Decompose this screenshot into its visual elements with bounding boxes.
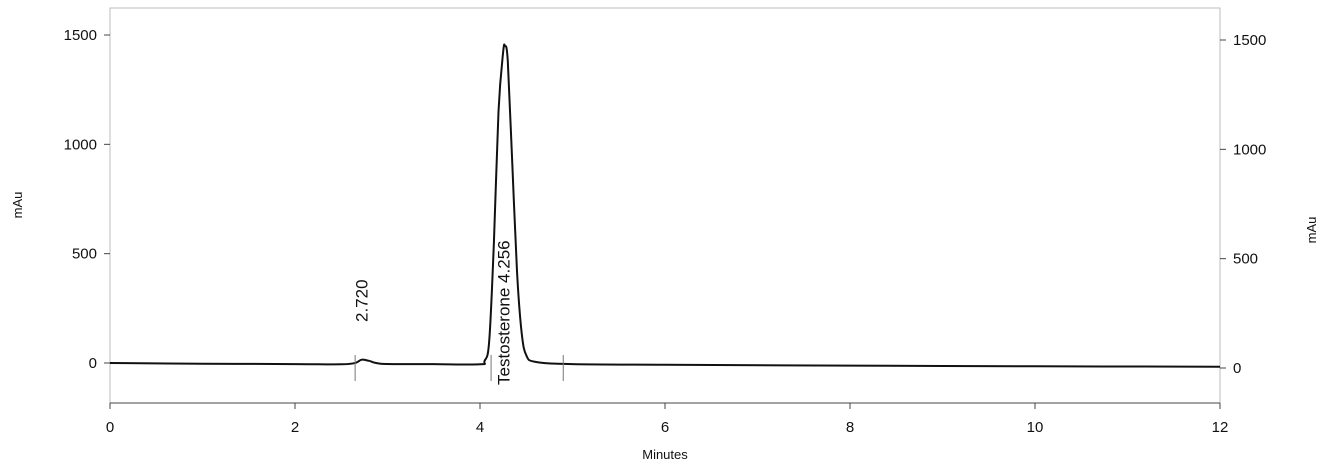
x-axis-title: Minutes bbox=[642, 447, 688, 462]
chromatogram-trace bbox=[109, 43, 1221, 368]
x-tick-label: 4 bbox=[476, 419, 484, 436]
y-axis-title-left: mAu bbox=[10, 192, 25, 219]
y-ticks-right: 0 500 1000 1500 bbox=[1220, 32, 1266, 377]
y-tick-label-left: 0 bbox=[89, 355, 97, 372]
x-tick-label: 10 bbox=[1027, 419, 1044, 436]
y-axis-title-right: mAu bbox=[1304, 217, 1319, 244]
x-tick-label: 8 bbox=[846, 419, 854, 436]
y-tick-label-left: 1000 bbox=[64, 136, 97, 153]
x-tick-label: 12 bbox=[1212, 419, 1229, 436]
y-tick-label-right: 1500 bbox=[1233, 32, 1266, 49]
peak-label: 2.720 bbox=[353, 279, 372, 322]
x-ticks: 0 2 4 6 8 10 12 bbox=[106, 403, 1229, 436]
peak-marks: 2.720 Testosterone 4.256 bbox=[353, 240, 564, 385]
x-tick-label: 6 bbox=[661, 419, 669, 436]
y-tick-label-right: 0 bbox=[1233, 360, 1241, 377]
x-tick-label: 0 bbox=[106, 419, 114, 436]
y-tick-label-right: 1000 bbox=[1233, 141, 1266, 158]
x-tick-label: 2 bbox=[291, 419, 299, 436]
y-tick-label-left: 500 bbox=[72, 246, 97, 263]
plot-frame bbox=[109, 7, 1221, 404]
y-ticks-left: 0 500 1000 1500 bbox=[64, 27, 110, 372]
peak-label: Testosterone 4.256 bbox=[495, 240, 514, 385]
y-tick-label-left: 1500 bbox=[64, 27, 97, 44]
y-tick-label-right: 500 bbox=[1233, 251, 1258, 268]
